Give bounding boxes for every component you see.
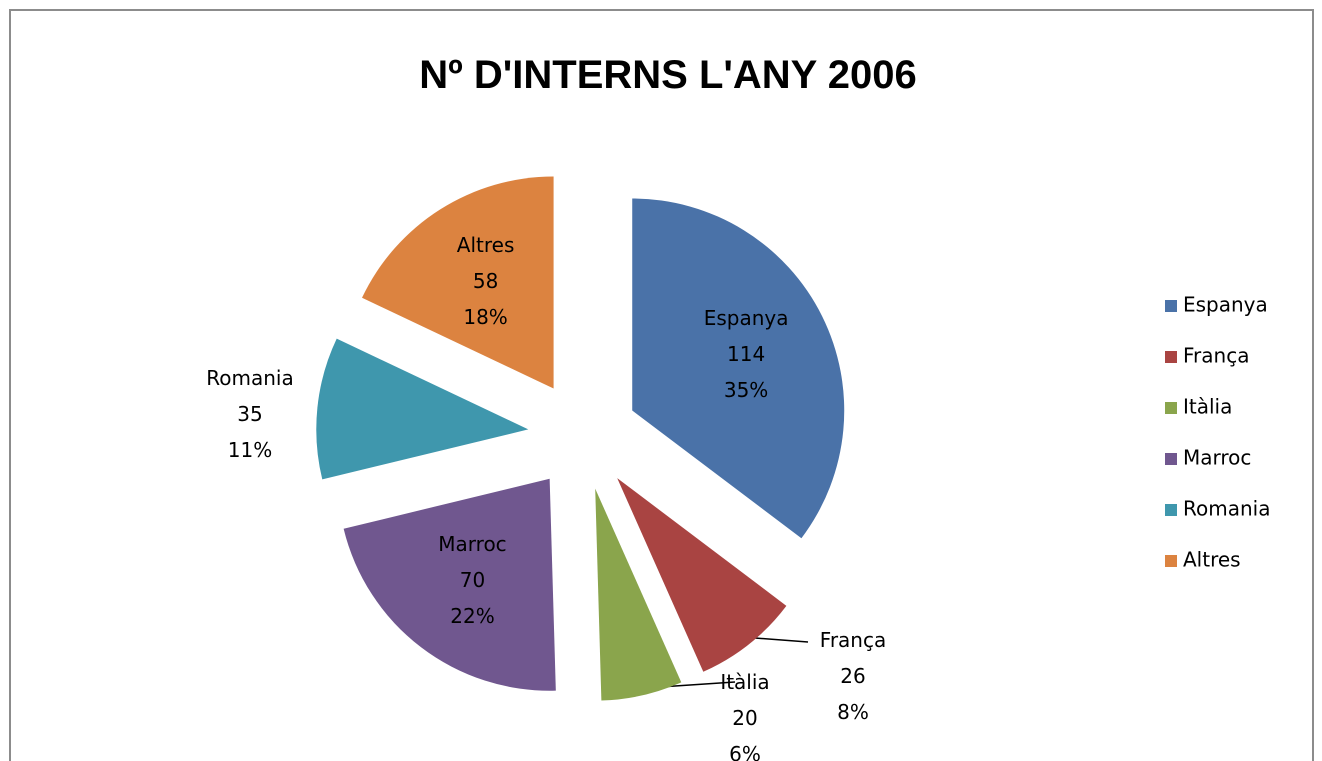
slice-percent-label: 11% bbox=[228, 438, 272, 462]
slice-value-label: 70 bbox=[460, 568, 485, 592]
pie-slice bbox=[632, 198, 845, 539]
slice-category-label: Altres bbox=[457, 233, 515, 257]
slice-category-label: Itàlia bbox=[720, 670, 769, 694]
legend-label: Espanya bbox=[1183, 293, 1268, 317]
pie-slice bbox=[343, 478, 556, 691]
pie-slice bbox=[595, 488, 682, 701]
chart-title: Nº D'INTERNS L'ANY 2006 bbox=[419, 53, 916, 97]
legend-swatch bbox=[1165, 504, 1177, 516]
legend-label: França bbox=[1183, 344, 1249, 368]
slice-percent-label: 22% bbox=[450, 604, 494, 628]
slice-value-label: 35 bbox=[237, 402, 262, 426]
legend-swatch bbox=[1165, 453, 1177, 465]
pie-slice bbox=[617, 478, 787, 672]
slice-value-label: 20 bbox=[732, 706, 757, 730]
slice-percent-label: 8% bbox=[837, 700, 869, 724]
legend-label: Romania bbox=[1183, 497, 1270, 521]
legend-label: Itàlia bbox=[1183, 395, 1232, 419]
slice-percent-label: 6% bbox=[729, 742, 761, 761]
slice-category-label: Marroc bbox=[438, 532, 506, 556]
slice-category-label: Romania bbox=[206, 366, 293, 390]
slice-category-label: França bbox=[820, 628, 886, 652]
pie-slice bbox=[362, 176, 554, 389]
slice-value-label: 26 bbox=[840, 664, 865, 688]
leader-line bbox=[754, 637, 809, 643]
legend-label: Altres bbox=[1183, 548, 1241, 572]
slice-category-label: Espanya bbox=[704, 306, 789, 330]
slice-percent-label: 35% bbox=[724, 378, 768, 402]
legend-swatch bbox=[1165, 402, 1177, 414]
pie-slice bbox=[316, 338, 529, 480]
slice-value-label: 114 bbox=[727, 342, 765, 366]
legend-swatch bbox=[1165, 351, 1177, 363]
slice-value-label: 58 bbox=[473, 269, 498, 293]
legend-swatch bbox=[1165, 300, 1177, 312]
slice-percent-label: 18% bbox=[463, 305, 507, 329]
legend-label: Marroc bbox=[1183, 446, 1251, 470]
legend-swatch bbox=[1165, 555, 1177, 567]
